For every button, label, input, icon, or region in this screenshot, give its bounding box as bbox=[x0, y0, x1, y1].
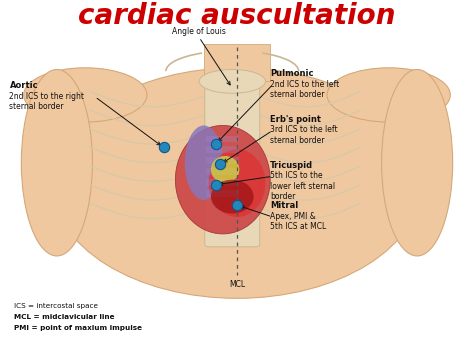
Text: ICS = intercostal space: ICS = intercostal space bbox=[14, 303, 98, 310]
Ellipse shape bbox=[199, 69, 265, 93]
Point bbox=[212, 182, 219, 187]
Text: MCL = midclavicular line: MCL = midclavicular line bbox=[14, 314, 115, 320]
FancyBboxPatch shape bbox=[205, 82, 260, 247]
Ellipse shape bbox=[382, 69, 453, 256]
FancyBboxPatch shape bbox=[206, 157, 239, 164]
Text: Apex, PMI &
5th ICS at MCL: Apex, PMI & 5th ICS at MCL bbox=[270, 212, 327, 231]
Ellipse shape bbox=[52, 68, 422, 298]
Text: Mitral: Mitral bbox=[270, 201, 299, 210]
Point bbox=[217, 162, 224, 167]
Text: cardiac auscultation: cardiac auscultation bbox=[78, 2, 396, 30]
Ellipse shape bbox=[211, 180, 254, 214]
Text: MCL: MCL bbox=[229, 280, 245, 289]
Ellipse shape bbox=[24, 68, 147, 122]
FancyBboxPatch shape bbox=[206, 190, 239, 197]
Text: Erb's point: Erb's point bbox=[270, 115, 321, 124]
Point bbox=[233, 202, 241, 208]
Text: 2nd ICS to the left
sternal border: 2nd ICS to the left sternal border bbox=[270, 80, 339, 99]
Text: Angle of Louis: Angle of Louis bbox=[172, 26, 226, 36]
Ellipse shape bbox=[185, 125, 223, 200]
Ellipse shape bbox=[21, 69, 92, 256]
Text: Tricuspid: Tricuspid bbox=[270, 160, 313, 170]
Point bbox=[160, 145, 167, 150]
Ellipse shape bbox=[211, 156, 239, 183]
Text: Pulmonic: Pulmonic bbox=[270, 69, 314, 78]
Ellipse shape bbox=[175, 125, 270, 234]
Text: 3rd ICS to the left
sternal border: 3rd ICS to the left sternal border bbox=[270, 125, 338, 145]
Text: PMI = point of maxium impulse: PMI = point of maxium impulse bbox=[14, 325, 142, 331]
Ellipse shape bbox=[327, 68, 450, 122]
Point bbox=[212, 141, 219, 147]
FancyBboxPatch shape bbox=[206, 136, 239, 142]
FancyBboxPatch shape bbox=[206, 146, 239, 153]
Text: 2nd ICS to the right
sternal border: 2nd ICS to the right sternal border bbox=[9, 92, 84, 111]
Ellipse shape bbox=[209, 149, 265, 217]
Text: 5th ICS to the
lower left sternal
border: 5th ICS to the lower left sternal border bbox=[270, 171, 335, 201]
FancyBboxPatch shape bbox=[206, 168, 239, 175]
FancyBboxPatch shape bbox=[206, 179, 239, 186]
Text: Aortic: Aortic bbox=[9, 81, 38, 90]
Polygon shape bbox=[204, 44, 270, 81]
